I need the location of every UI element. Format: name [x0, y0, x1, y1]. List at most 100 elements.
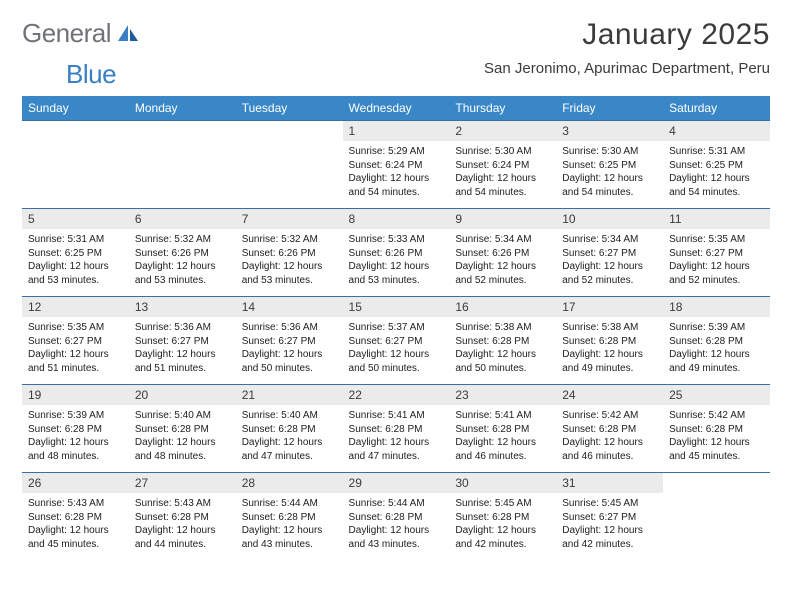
day-details: Sunrise: 5:45 AMSunset: 6:27 PMDaylight:…	[556, 493, 663, 555]
sunset-line: Sunset: 6:27 PM	[135, 335, 230, 349]
col-header-sunday: Sunday	[22, 96, 129, 121]
col-header-thursday: Thursday	[449, 96, 556, 121]
day-cell: 14Sunrise: 5:36 AMSunset: 6:27 PMDayligh…	[236, 297, 343, 385]
sunset-line: Sunset: 6:28 PM	[28, 511, 123, 525]
sunrise-line: Sunrise: 5:31 AM	[669, 145, 764, 159]
day-cell: 7Sunrise: 5:32 AMSunset: 6:26 PMDaylight…	[236, 209, 343, 297]
daylight-line: Daylight: 12 hours and 50 minutes.	[455, 348, 550, 375]
sunset-line: Sunset: 6:28 PM	[135, 511, 230, 525]
day-details: Sunrise: 5:35 AMSunset: 6:27 PMDaylight:…	[663, 229, 770, 291]
daylight-line: Daylight: 12 hours and 52 minutes.	[562, 260, 657, 287]
day-cell: 27Sunrise: 5:43 AMSunset: 6:28 PMDayligh…	[129, 473, 236, 561]
day-cell: 10Sunrise: 5:34 AMSunset: 6:27 PMDayligh…	[556, 209, 663, 297]
sunrise-line: Sunrise: 5:45 AM	[455, 497, 550, 511]
logo-text-1: General	[22, 18, 111, 49]
day-number: 15	[343, 297, 450, 317]
day-details: Sunrise: 5:31 AMSunset: 6:25 PMDaylight:…	[663, 141, 770, 203]
sunset-line: Sunset: 6:28 PM	[562, 423, 657, 437]
day-details: Sunrise: 5:39 AMSunset: 6:28 PMDaylight:…	[22, 405, 129, 467]
sunrise-line: Sunrise: 5:41 AM	[455, 409, 550, 423]
sunrise-line: Sunrise: 5:35 AM	[28, 321, 123, 335]
sunset-line: Sunset: 6:27 PM	[669, 247, 764, 261]
day-cell: 24Sunrise: 5:42 AMSunset: 6:28 PMDayligh…	[556, 385, 663, 473]
day-number: 30	[449, 473, 556, 493]
day-number: 25	[663, 385, 770, 405]
day-number: 2	[449, 121, 556, 141]
daylight-line: Daylight: 12 hours and 53 minutes.	[135, 260, 230, 287]
title-block: January 2025 San Jeronimo, Apurimac Depa…	[484, 18, 770, 77]
day-number: 20	[129, 385, 236, 405]
day-number: 19	[22, 385, 129, 405]
sunset-line: Sunset: 6:27 PM	[242, 335, 337, 349]
daylight-line: Daylight: 12 hours and 45 minutes.	[669, 436, 764, 463]
day-number: 28	[236, 473, 343, 493]
location-text: San Jeronimo, Apurimac Department, Peru	[484, 60, 770, 77]
sunrise-line: Sunrise: 5:36 AM	[135, 321, 230, 335]
day-details: Sunrise: 5:35 AMSunset: 6:27 PMDaylight:…	[22, 317, 129, 379]
day-cell: 9Sunrise: 5:34 AMSunset: 6:26 PMDaylight…	[449, 209, 556, 297]
week-row: 19Sunrise: 5:39 AMSunset: 6:28 PMDayligh…	[22, 385, 770, 473]
day-cell: 8Sunrise: 5:33 AMSunset: 6:26 PMDaylight…	[343, 209, 450, 297]
calendar-table: SundayMondayTuesdayWednesdayThursdayFrid…	[22, 96, 770, 561]
day-cell: 25Sunrise: 5:42 AMSunset: 6:28 PMDayligh…	[663, 385, 770, 473]
day-details: Sunrise: 5:45 AMSunset: 6:28 PMDaylight:…	[449, 493, 556, 555]
sunrise-line: Sunrise: 5:32 AM	[135, 233, 230, 247]
sunset-line: Sunset: 6:25 PM	[669, 159, 764, 173]
calendar-head: SundayMondayTuesdayWednesdayThursdayFrid…	[22, 96, 770, 121]
daylight-line: Daylight: 12 hours and 42 minutes.	[455, 524, 550, 551]
day-number: 23	[449, 385, 556, 405]
day-number: 27	[129, 473, 236, 493]
sunset-line: Sunset: 6:28 PM	[349, 511, 444, 525]
week-row: 12Sunrise: 5:35 AMSunset: 6:27 PMDayligh…	[22, 297, 770, 385]
col-header-friday: Friday	[556, 96, 663, 121]
daylight-line: Daylight: 12 hours and 42 minutes.	[562, 524, 657, 551]
day-number: 13	[129, 297, 236, 317]
sunset-line: Sunset: 6:26 PM	[349, 247, 444, 261]
day-details: Sunrise: 5:41 AMSunset: 6:28 PMDaylight:…	[449, 405, 556, 467]
day-details: Sunrise: 5:32 AMSunset: 6:26 PMDaylight:…	[129, 229, 236, 291]
daylight-line: Daylight: 12 hours and 54 minutes.	[349, 172, 444, 199]
daylight-line: Daylight: 12 hours and 46 minutes.	[455, 436, 550, 463]
sunset-line: Sunset: 6:27 PM	[562, 247, 657, 261]
day-cell	[22, 121, 129, 209]
day-cell: 19Sunrise: 5:39 AMSunset: 6:28 PMDayligh…	[22, 385, 129, 473]
sunrise-line: Sunrise: 5:42 AM	[562, 409, 657, 423]
daylight-line: Daylight: 12 hours and 48 minutes.	[28, 436, 123, 463]
daylight-line: Daylight: 12 hours and 52 minutes.	[669, 260, 764, 287]
day-cell: 4Sunrise: 5:31 AMSunset: 6:25 PMDaylight…	[663, 121, 770, 209]
daylight-line: Daylight: 12 hours and 54 minutes.	[455, 172, 550, 199]
day-details: Sunrise: 5:34 AMSunset: 6:26 PMDaylight:…	[449, 229, 556, 291]
day-details: Sunrise: 5:43 AMSunset: 6:28 PMDaylight:…	[22, 493, 129, 555]
day-cell: 26Sunrise: 5:43 AMSunset: 6:28 PMDayligh…	[22, 473, 129, 561]
daylight-line: Daylight: 12 hours and 54 minutes.	[562, 172, 657, 199]
sunset-line: Sunset: 6:28 PM	[242, 423, 337, 437]
day-number: 10	[556, 209, 663, 229]
sunset-line: Sunset: 6:28 PM	[349, 423, 444, 437]
day-cell: 2Sunrise: 5:30 AMSunset: 6:24 PMDaylight…	[449, 121, 556, 209]
day-details: Sunrise: 5:34 AMSunset: 6:27 PMDaylight:…	[556, 229, 663, 291]
day-details: Sunrise: 5:33 AMSunset: 6:26 PMDaylight:…	[343, 229, 450, 291]
day-details: Sunrise: 5:36 AMSunset: 6:27 PMDaylight:…	[236, 317, 343, 379]
day-number: 8	[343, 209, 450, 229]
daylight-line: Daylight: 12 hours and 48 minutes.	[135, 436, 230, 463]
daylight-line: Daylight: 12 hours and 52 minutes.	[455, 260, 550, 287]
day-details: Sunrise: 5:36 AMSunset: 6:27 PMDaylight:…	[129, 317, 236, 379]
day-number: 11	[663, 209, 770, 229]
day-details: Sunrise: 5:39 AMSunset: 6:28 PMDaylight:…	[663, 317, 770, 379]
day-number: 7	[236, 209, 343, 229]
day-cell: 20Sunrise: 5:40 AMSunset: 6:28 PMDayligh…	[129, 385, 236, 473]
day-number: 29	[343, 473, 450, 493]
sunset-line: Sunset: 6:28 PM	[455, 335, 550, 349]
day-details: Sunrise: 5:38 AMSunset: 6:28 PMDaylight:…	[449, 317, 556, 379]
daylight-line: Daylight: 12 hours and 49 minutes.	[562, 348, 657, 375]
day-details: Sunrise: 5:42 AMSunset: 6:28 PMDaylight:…	[663, 405, 770, 467]
day-cell: 30Sunrise: 5:45 AMSunset: 6:28 PMDayligh…	[449, 473, 556, 561]
day-cell: 22Sunrise: 5:41 AMSunset: 6:28 PMDayligh…	[343, 385, 450, 473]
day-cell: 6Sunrise: 5:32 AMSunset: 6:26 PMDaylight…	[129, 209, 236, 297]
day-number: 14	[236, 297, 343, 317]
sunset-line: Sunset: 6:27 PM	[349, 335, 444, 349]
day-number: 12	[22, 297, 129, 317]
day-cell	[236, 121, 343, 209]
day-cell: 3Sunrise: 5:30 AMSunset: 6:25 PMDaylight…	[556, 121, 663, 209]
sunrise-line: Sunrise: 5:29 AM	[349, 145, 444, 159]
